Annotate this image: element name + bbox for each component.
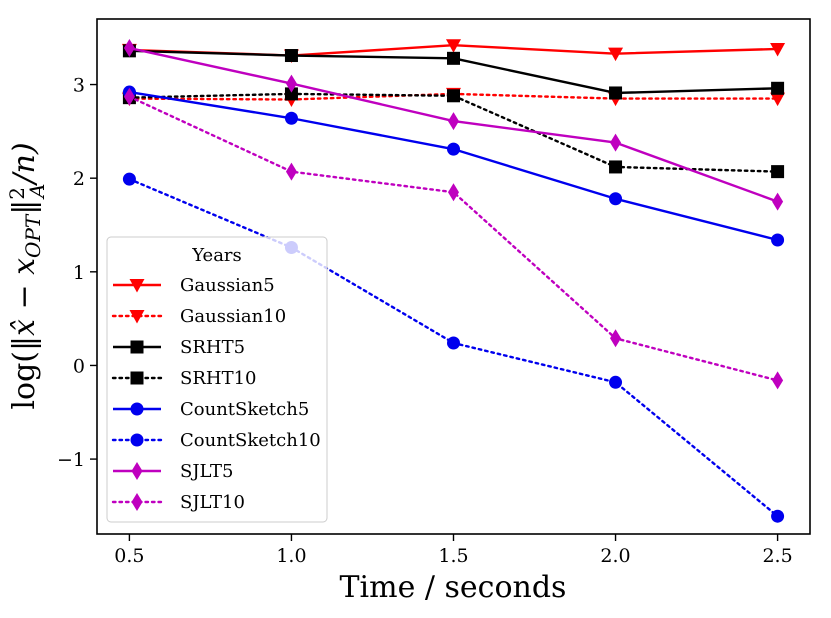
x-tick-label: 0.5 [114, 545, 144, 567]
data-point-gaussian5 [608, 47, 624, 62]
legend-title: Years [191, 245, 242, 266]
legend-marker-gaussian10 [129, 310, 145, 324]
legend-item-gaussian10: Gaussian10 [111, 306, 286, 327]
y-axis-title: log(‖x̂ − xOPT‖2A/n) [5, 142, 49, 409]
legend-label-gaussian5: Gaussian5 [180, 275, 275, 296]
data-point-sjlt5 [772, 192, 784, 211]
data-point-countsketch5 [447, 142, 460, 156]
y-tick-label: 0 [73, 355, 85, 377]
data-point-gaussian5 [770, 42, 786, 57]
series-line-sjlt10 [128, 95, 779, 382]
data-point-countsketch5 [284, 111, 298, 125]
y-axis-ticks: −1 0 1 2 3 [57, 75, 97, 471]
y-tick-label: 1 [73, 262, 85, 284]
legend-marker-sjlt5 [131, 462, 143, 480]
legend-item-gaussian5: Gaussian5 [113, 275, 275, 296]
data-point-gaussian10 [770, 92, 786, 107]
series-countsketch10 [122, 172, 785, 523]
data-point-countsketch10 [122, 172, 136, 186]
data-point-sjlt5 [285, 74, 297, 93]
data-point-sjlt10 [772, 371, 784, 390]
legend-item-countsketch5: CountSketch5 [113, 399, 309, 420]
legend-marker-srht10 [130, 371, 144, 385]
legend-marker-sjlt10 [131, 493, 143, 511]
y-tick-label: 3 [73, 75, 85, 97]
x-tick-label: 1.0 [276, 545, 306, 567]
data-point-srht5 [447, 51, 460, 65]
x-tick-label: 1.5 [438, 545, 468, 567]
legend-label-countsketch10: CountSketch10 [180, 430, 321, 451]
x-tick-label: 2.0 [600, 545, 630, 567]
legend: Years Gaussian5 Gaussian10 SRHT5 SRHT10 Coun… [106, 236, 328, 523]
data-point-countsketch10 [771, 509, 785, 523]
legend-box [106, 236, 328, 523]
data-point-sjlt10 [285, 162, 297, 181]
legend-marker-gaussian5 [129, 279, 145, 293]
data-point-srht10 [284, 87, 298, 101]
data-point-srht5 [771, 81, 785, 95]
legend-label-sjlt10: SJLT10 [180, 492, 245, 513]
legend-item-srht5: SRHT5 [113, 337, 245, 358]
y-tick-label: −1 [57, 449, 85, 471]
data-point-countsketch5 [771, 233, 785, 247]
x-tick-label: 2.5 [762, 545, 792, 567]
legend-marker-countsketch5 [130, 402, 144, 416]
legend-item-sjlt10: SJLT10 [111, 492, 245, 513]
series-srht5 [122, 44, 785, 100]
legend-label-sjlt5: SJLT5 [180, 461, 234, 482]
data-point-sjlt10 [123, 87, 135, 106]
data-point-sjlt5 [448, 112, 459, 131]
legend-marker-countsketch10 [130, 433, 144, 447]
data-point-srht10 [771, 165, 785, 179]
legend-item-countsketch10: CountSketch10 [111, 430, 321, 451]
data-point-srht5 [284, 49, 298, 63]
data-point-countsketch10 [609, 375, 623, 389]
data-point-countsketch5 [609, 192, 623, 206]
data-point-sjlt5 [610, 133, 622, 152]
x-axis-title: Time / seconds [340, 570, 567, 605]
series-sjlt10 [123, 87, 784, 390]
legend-label-gaussian10: Gaussian10 [180, 306, 286, 327]
y-tick-label: 2 [73, 168, 85, 190]
data-point-sjlt10 [610, 329, 622, 348]
data-point-srht10 [447, 89, 460, 103]
legend-label-srht5: SRHT5 [180, 337, 245, 358]
data-point-countsketch10 [447, 336, 460, 350]
legend-marker-srht5 [130, 340, 144, 354]
data-point-gaussian5 [446, 39, 461, 53]
legend-label-countsketch5: CountSketch5 [180, 399, 309, 420]
legend-items: Gaussian5 Gaussian10 SRHT5 SRHT10 CountSketc… [111, 275, 321, 513]
data-point-sjlt5 [123, 39, 135, 58]
series-sjlt5 [123, 39, 784, 211]
x-axis-ticks: 0.5 1.0 1.5 2.0 2.5 [114, 534, 793, 567]
data-point-srht5 [609, 86, 623, 100]
series-layer [121, 39, 786, 523]
legend-item-sjlt5: SJLT5 [113, 461, 234, 482]
data-point-srht10 [609, 160, 623, 174]
legend-item-srht10: SRHT10 [111, 368, 257, 389]
legend-label-srht10: SRHT10 [180, 368, 257, 389]
data-point-sjlt10 [448, 183, 459, 202]
